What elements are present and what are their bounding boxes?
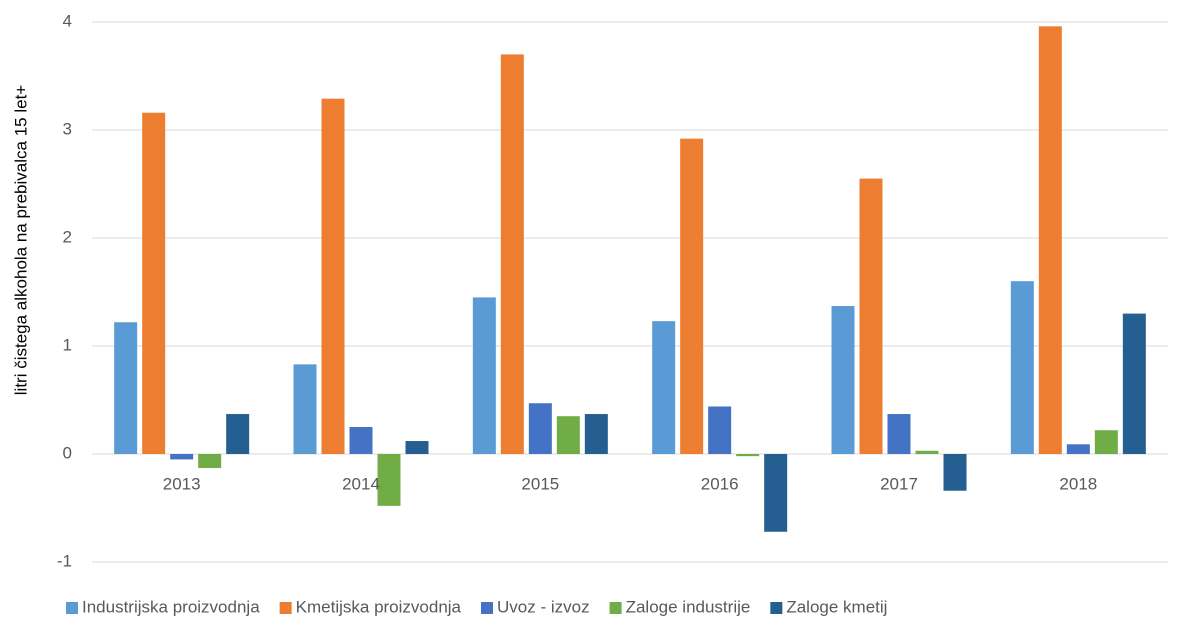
bar	[1094, 430, 1118, 454]
y-axis-title: litri čistega alkohola na prebivalca 15 …	[11, 85, 30, 396]
bar	[943, 454, 967, 491]
bar	[680, 138, 704, 454]
y-tick-label: 0	[63, 443, 72, 462]
bar	[1122, 313, 1146, 454]
legend-swatch	[66, 602, 78, 614]
x-tick-label: 2014	[342, 474, 380, 493]
bar	[831, 306, 855, 454]
bar	[859, 178, 883, 454]
legend-swatch	[279, 602, 292, 614]
bar	[349, 427, 373, 454]
bar	[293, 364, 317, 454]
y-tick-label: 1	[63, 335, 72, 354]
bar	[708, 406, 732, 454]
bar	[736, 454, 760, 457]
x-tick-label: 2013	[163, 474, 201, 493]
x-tick-label: 2018	[1059, 474, 1097, 493]
y-tick-label: 2	[63, 227, 72, 246]
bar	[1010, 281, 1034, 454]
y-tick-label: -1	[57, 551, 72, 570]
bar	[1066, 444, 1090, 454]
bar	[472, 297, 496, 454]
legend-label: Zaloge industrije	[626, 597, 751, 616]
legend-swatch	[770, 602, 783, 614]
x-tick-label: 2016	[701, 474, 739, 493]
bar	[652, 321, 676, 454]
y-tick-label: 3	[63, 119, 72, 138]
legend-swatch	[609, 602, 622, 614]
bar	[584, 414, 608, 454]
legend-label: Zaloge kmetij	[786, 597, 887, 616]
bar	[887, 414, 911, 454]
bar	[405, 441, 429, 454]
x-tick-label: 2017	[880, 474, 918, 493]
legend-label: Kmetijska proizvodnja	[296, 597, 462, 616]
bar	[321, 98, 345, 455]
bar	[198, 454, 222, 469]
bar	[170, 454, 194, 460]
legend-label: Uvoz - izvoz	[497, 597, 590, 616]
bar	[114, 322, 138, 454]
bar	[915, 450, 939, 454]
bar	[764, 454, 788, 532]
legend-label: Industrijska proizvodnja	[82, 597, 260, 616]
bar	[528, 403, 552, 454]
bar	[556, 416, 580, 454]
bar	[500, 54, 524, 455]
y-tick-label: 4	[63, 11, 72, 30]
bar	[226, 414, 250, 454]
x-tick-label: 2015	[521, 474, 559, 493]
legend-swatch	[481, 602, 494, 614]
bar	[377, 454, 401, 506]
bar	[1038, 26, 1062, 454]
bar	[142, 112, 166, 454]
